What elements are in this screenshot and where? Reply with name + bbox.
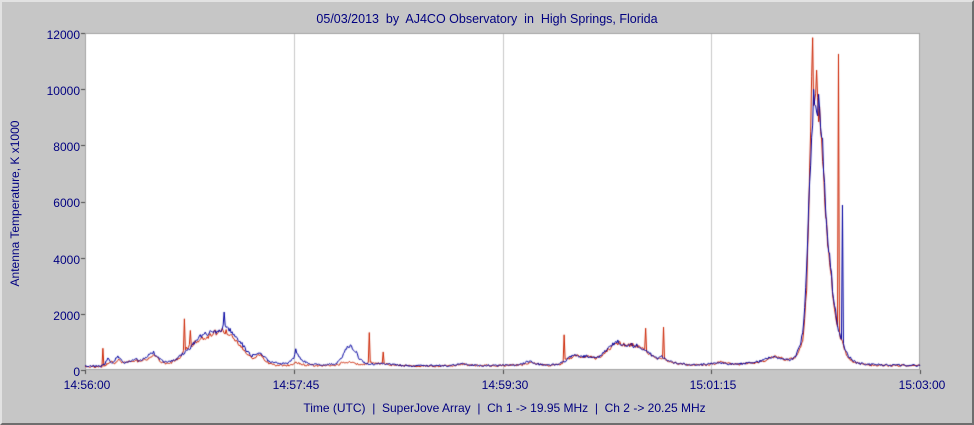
y-tick-label: 8000 [53,140,80,154]
y-tick-label: 4000 [53,253,80,267]
y-tick-label: 0 [73,365,80,379]
x-axis-caption: Time (UTC) | SuperJove Array | Ch 1 -> 1… [303,401,706,415]
x-tick-label: 15:03:00 [898,378,946,392]
x-tick-label: 14:57:45 [272,378,320,392]
x-tick-label: 15:01:15 [689,378,737,392]
x-tick-label: 14:56:00 [63,378,111,392]
y-axis-title: Antenna Temperature, K x1000 [8,120,22,287]
chart-title: 05/03/2013 by AJ4CO Observatory in High … [316,12,658,26]
y-tick-label: 12000 [46,28,80,42]
y-tick-label: 2000 [53,309,80,323]
y-tick-label: 10000 [46,84,80,98]
y-tick-label: 6000 [53,196,80,210]
x-tick-label: 14:59:30 [481,378,529,392]
